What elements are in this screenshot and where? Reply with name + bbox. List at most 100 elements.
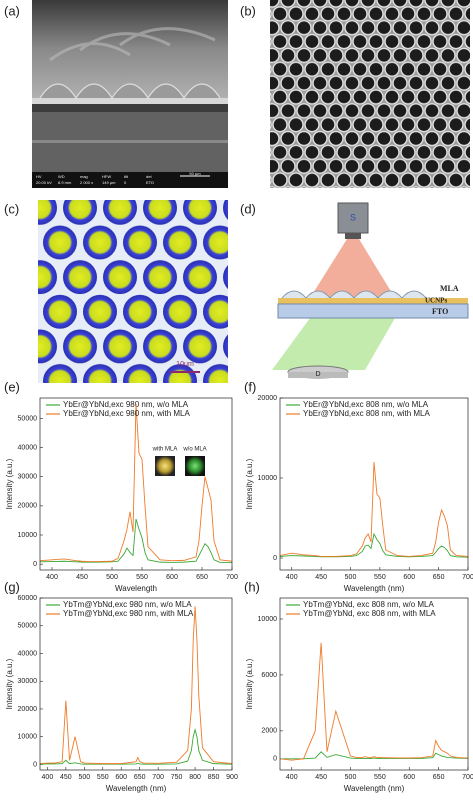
info-header: det bbox=[146, 174, 152, 179]
x-tick-label: 900 bbox=[226, 774, 238, 781]
sem-top-image bbox=[270, 0, 470, 188]
x-tick-label: 450 bbox=[60, 774, 72, 781]
plot-frame bbox=[39, 597, 233, 771]
x-tick-label: 700 bbox=[462, 774, 473, 781]
layer bbox=[32, 140, 228, 143]
y-tick-label: 20000 bbox=[18, 706, 38, 713]
y-axis-title: Intensity (a.u.) bbox=[5, 458, 14, 509]
x-tick-label: 700 bbox=[462, 574, 473, 581]
emission-beam bbox=[272, 318, 395, 370]
panel-label: (f) bbox=[244, 379, 256, 394]
legend-label: YbTm@YbNd,exc 980 nm, w/o MLA bbox=[63, 600, 192, 609]
x-axis-title: Wavelength (nm) bbox=[106, 784, 167, 793]
panel-label: (g) bbox=[4, 579, 20, 594]
panel-label: (d) bbox=[240, 201, 256, 216]
panel-label: (e) bbox=[4, 379, 20, 394]
panel-c: (c) 10μm bbox=[4, 200, 228, 383]
x-tick-label: 550 bbox=[374, 774, 386, 781]
legend-label: YbTm@YbNd,exc 980 nm, with MLA bbox=[63, 609, 194, 618]
inset-label: with MLA bbox=[152, 447, 178, 453]
scale-label: 50 µm bbox=[189, 171, 201, 176]
info-value: 20.00 kV bbox=[36, 180, 52, 185]
mla-label: MLA bbox=[440, 284, 459, 293]
y-tick-label: 6000 bbox=[261, 672, 277, 679]
y-tick-label: 10000 bbox=[18, 734, 38, 741]
x-tick-label: 600 bbox=[403, 574, 415, 581]
y-tick-label: 40000 bbox=[18, 650, 38, 657]
x-tick-label: 400 bbox=[46, 574, 58, 581]
ucnp-layer bbox=[278, 298, 468, 304]
plot-frame bbox=[279, 597, 469, 771]
panel-label: (b) bbox=[240, 3, 256, 18]
lens-streaks bbox=[49, 27, 216, 62]
x-tick-label: 550 bbox=[136, 574, 148, 581]
x-tick-label: 800 bbox=[189, 774, 201, 781]
optical-image bbox=[38, 200, 228, 383]
info-value: 8.9 mm bbox=[58, 180, 72, 185]
y-tick-label: 50000 bbox=[18, 415, 38, 422]
y-tick-label: 0 bbox=[273, 555, 277, 562]
excitation-beam bbox=[310, 239, 395, 298]
legend-label: YbEr@YbNd,exc 808 nm, w/o MLA bbox=[303, 400, 429, 409]
ucnp-label: UCNPs bbox=[425, 297, 447, 305]
x-tick-label: 450 bbox=[315, 774, 327, 781]
inset-label: w/o MLA bbox=[182, 447, 206, 453]
info-value: 0 bbox=[124, 180, 127, 185]
info-header: mag bbox=[80, 174, 88, 179]
x-tick-label: 500 bbox=[78, 774, 90, 781]
info-header: HV bbox=[36, 174, 42, 179]
panel-label: (c) bbox=[4, 201, 19, 216]
x-tick-label: 600 bbox=[115, 774, 127, 781]
x-tick-label: 600 bbox=[166, 574, 178, 581]
inset-photo bbox=[185, 456, 205, 476]
detector-label: D bbox=[315, 371, 320, 378]
y-tick-label: 60000 bbox=[18, 595, 38, 602]
x-tick-label: 550 bbox=[97, 774, 109, 781]
series-line bbox=[280, 751, 469, 760]
info-header: tilt bbox=[124, 174, 129, 179]
x-axis-title: Wavelength (nm) bbox=[344, 584, 405, 593]
y-tick-label: 10000 bbox=[258, 475, 278, 482]
x-tick-label: 400 bbox=[286, 574, 298, 581]
panel-b: (b) bbox=[240, 0, 470, 188]
info-header: HFW bbox=[102, 174, 111, 179]
y-axis-title: Intensity (a.u.) bbox=[245, 658, 254, 709]
info-header: WD bbox=[58, 174, 65, 179]
y-tick-label: 30000 bbox=[18, 678, 38, 685]
x-tick-label: 700 bbox=[226, 574, 238, 581]
layer bbox=[32, 104, 228, 112]
y-tick-label: 20000 bbox=[258, 395, 278, 402]
x-tick-label: 650 bbox=[134, 774, 146, 781]
info-bar bbox=[32, 172, 228, 188]
lens-profile bbox=[39, 83, 221, 100]
x-tick-label: 450 bbox=[315, 574, 327, 581]
x-tick-label: 850 bbox=[208, 774, 220, 781]
x-tick-label: 750 bbox=[171, 774, 183, 781]
x-tick-label: 600 bbox=[403, 774, 415, 781]
y-tick-label: 30000 bbox=[18, 474, 38, 481]
series-line bbox=[39, 728, 233, 765]
info-value: 2 000 x bbox=[80, 180, 93, 185]
x-tick-label: 400 bbox=[42, 774, 54, 781]
y-tick-label: 40000 bbox=[18, 444, 38, 451]
inset-photo bbox=[155, 456, 175, 476]
inset: with MLA w/o MLA bbox=[152, 447, 207, 476]
x-tick-label: 650 bbox=[433, 574, 445, 581]
x-tick-label: 700 bbox=[152, 774, 164, 781]
info-value: 149 µm bbox=[102, 180, 116, 185]
panel-label: (a) bbox=[4, 3, 20, 18]
scale-label: 10μm bbox=[176, 361, 194, 368]
series-line bbox=[39, 606, 233, 765]
legend-label: YbEr@YbNd,exc 808 nm, with MLA bbox=[303, 409, 431, 418]
x-tick-label: 500 bbox=[345, 774, 357, 781]
legend-label: YbEr@YbNd,exc 980 nm, with MLA bbox=[63, 409, 191, 418]
plot-frame bbox=[39, 397, 233, 571]
x-tick-label: 400 bbox=[286, 774, 298, 781]
source-label: S bbox=[350, 212, 356, 222]
legend-label: YbEr@YbNd,exc 980 nm, w/o MLA bbox=[63, 400, 189, 409]
x-axis-title: Wavelength (nm) bbox=[344, 784, 405, 793]
y-tick-label: 20000 bbox=[18, 503, 38, 510]
y-tick-label: 50000 bbox=[18, 623, 38, 630]
